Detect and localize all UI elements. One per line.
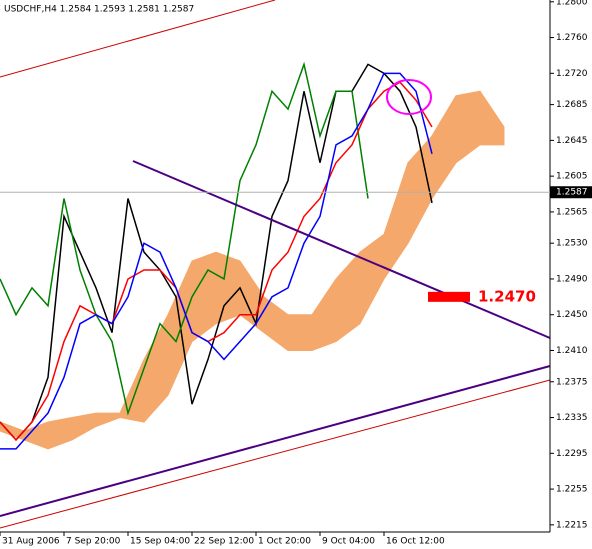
y-tick-label: 1.2450 [556,310,588,320]
highlight-ellipse [386,79,432,115]
trend-lines [0,0,551,529]
plot [0,61,505,450]
y-tick-label: 1.2685 [556,100,588,110]
series-line [0,81,433,442]
x-tick-label: 31 Aug 2006 [2,537,60,547]
chart-title: USDCHF,H4 1.2584 1.2593 1.2581 1.2587 [4,5,194,15]
x-tick-label: 7 Sep 20:00 [66,537,121,547]
series-line [0,72,433,450]
y-tick-label: 1.2760 [556,33,588,43]
x-tick-label: 9 Oct 04:00 [322,537,375,547]
x-tick-label: 16 Oct 12:00 [386,537,445,547]
y-tick-label: 1.2490 [556,274,588,284]
y-tick-label: 1.2410 [556,346,588,356]
y-tick-label: 1.2255 [556,485,588,495]
annotation-marker [428,291,470,302]
y-tick-label: 1.2215 [556,520,588,530]
triangle-line [132,160,551,339]
annotation-label: 1.2470 [478,287,536,305]
y-tick-label: 1.2645 [556,136,588,146]
x-tick-label: 1 Oct 20:00 [258,537,311,547]
y-tick-label: 1.2295 [556,449,588,459]
y-tick-label: 1.2605 [556,172,588,182]
channel-line [0,379,551,529]
y-tick-label: 1.2800 [556,0,588,7]
y-tick-label: 1.2565 [556,207,588,217]
y-tick-label: 1.2720 [556,69,588,79]
y-tick-label: 1.2530 [556,239,588,249]
triangle-line [0,365,551,517]
series-line [0,61,369,416]
x-tick-label: 22 Sep 12:00 [194,537,254,547]
last-price-label: 1.2587 [556,188,588,198]
y-tick-label: 1.2375 [556,377,588,387]
channel-line [0,0,276,78]
last-price-box [550,186,592,199]
x-tick-label: 15 Sep 04:00 [130,537,190,547]
y-tick-label: 1.2335 [556,413,588,423]
